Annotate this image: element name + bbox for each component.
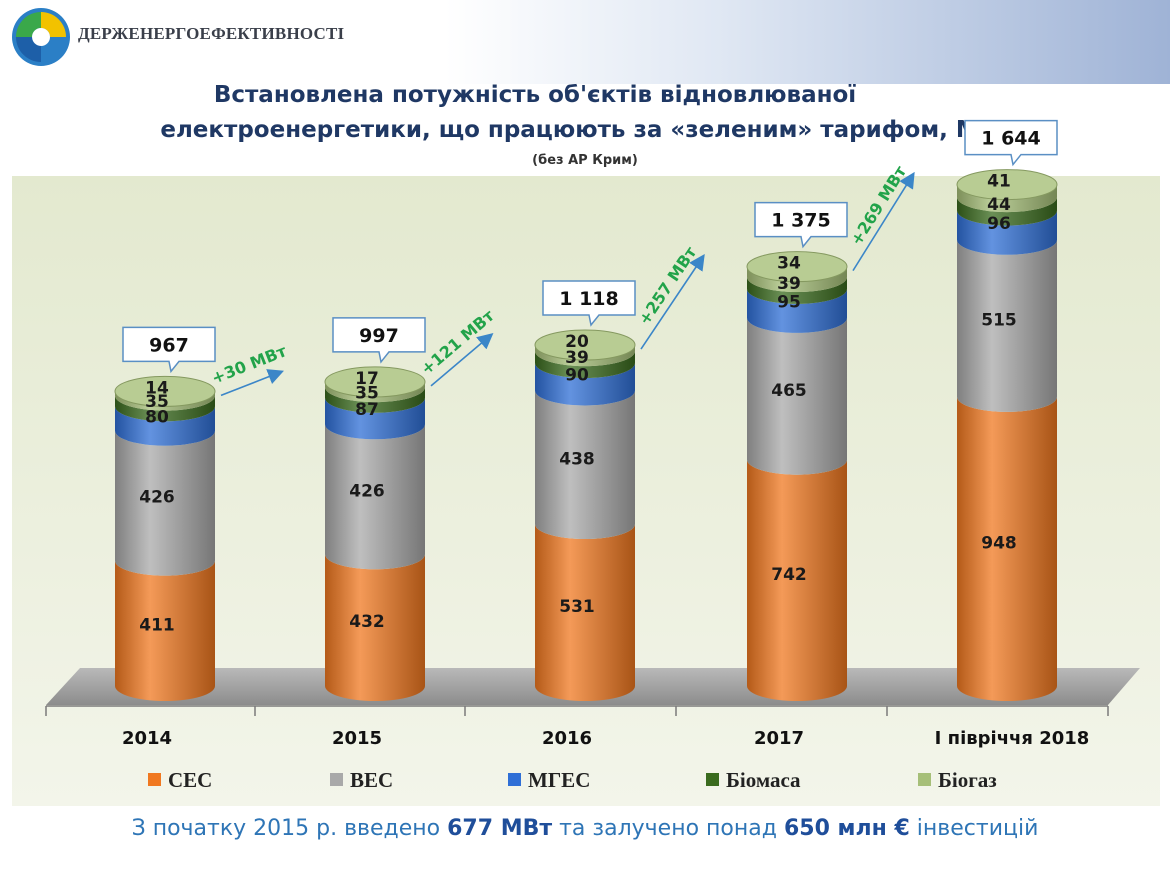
data-label: 35 bbox=[145, 392, 169, 412]
total-callout-2015 bbox=[332, 317, 426, 364]
increment-arrow bbox=[640, 253, 705, 350]
data-label: 465 bbox=[771, 381, 807, 401]
total-callout-2017 bbox=[754, 201, 848, 249]
data-label: 14 bbox=[145, 378, 169, 398]
bar-2014-СЕС bbox=[115, 560, 215, 701]
legend-swatch-Біогаз bbox=[918, 773, 931, 786]
data-label: 35 bbox=[355, 383, 379, 403]
data-label: 44 bbox=[987, 195, 1011, 215]
bar-2017-Біомаса bbox=[747, 276, 847, 304]
footer-text-1: З початку 2015 р. введено bbox=[131, 816, 448, 841]
bar-2014-МГЕС bbox=[115, 406, 215, 446]
bar-2016-Біогаз bbox=[535, 345, 635, 367]
bar-І півріччя 2018-МГЕС bbox=[957, 210, 1057, 255]
data-label: 742 bbox=[771, 565, 807, 585]
legend-swatch-МГЕС bbox=[508, 773, 521, 786]
total-callout-2016 bbox=[542, 280, 636, 327]
bar-2017-СЕС bbox=[747, 459, 847, 701]
increment-arrow bbox=[220, 369, 284, 397]
bar-top-cap-2017 bbox=[746, 251, 848, 283]
category-label: 2015 bbox=[332, 728, 382, 749]
bar-2015-ВЕС bbox=[325, 424, 425, 570]
footer-text-2: та залучено понад bbox=[552, 816, 784, 841]
bar-І півріччя 2018-Біогаз bbox=[957, 184, 1057, 213]
data-label: 39 bbox=[565, 348, 589, 368]
legend-swatch-СЕС bbox=[148, 773, 161, 786]
bar-2016-МГЕС bbox=[535, 363, 635, 406]
bar-2015-Біогаз bbox=[325, 381, 425, 403]
bar-2015-СЕС bbox=[325, 554, 425, 701]
bar-2014-Біогаз bbox=[115, 391, 215, 411]
data-label: 39 bbox=[777, 274, 801, 294]
footer-value-investment: 650 млн € bbox=[783, 816, 910, 841]
increment-arrow bbox=[430, 332, 494, 387]
bar-І півріччя 2018-СЕС bbox=[957, 396, 1057, 701]
data-label: 432 bbox=[349, 612, 385, 632]
total-label: 997 bbox=[359, 325, 399, 347]
total-label: 967 bbox=[149, 334, 189, 356]
data-label: 20 bbox=[565, 332, 589, 352]
increment-arrow bbox=[852, 171, 915, 272]
data-label: 531 bbox=[559, 597, 595, 617]
category-label: 2017 bbox=[754, 728, 804, 749]
category-label: 2014 bbox=[122, 728, 172, 749]
bar-top-cap-2015 bbox=[324, 366, 426, 398]
header-band bbox=[0, 0, 1170, 84]
legend-label: ВЕС bbox=[350, 768, 393, 792]
chart-subtitle: (без АР Крим) bbox=[532, 153, 638, 168]
legend-swatch-ВЕС bbox=[330, 773, 343, 786]
data-label: 948 bbox=[981, 533, 1017, 553]
data-label: 87 bbox=[355, 400, 379, 420]
data-label: 438 bbox=[559, 449, 595, 469]
bar-2017-Біогаз bbox=[747, 266, 847, 292]
category-label: 2016 bbox=[542, 728, 592, 749]
bar-2017-ВЕС bbox=[747, 317, 847, 475]
bar-2016-ВЕС bbox=[535, 390, 635, 540]
bar-2015-МГЕС bbox=[325, 397, 425, 440]
bar-2016-Біомаса bbox=[535, 351, 635, 379]
bar-2017-МГЕС bbox=[747, 288, 847, 333]
data-label: 426 bbox=[139, 488, 175, 508]
total-callout-І півріччя 2018 bbox=[964, 119, 1058, 167]
bar-2016-СЕС bbox=[535, 524, 635, 701]
total-label: 1 118 bbox=[559, 288, 619, 310]
legend-swatch-Біомаса bbox=[706, 773, 719, 786]
data-label: 96 bbox=[987, 214, 1011, 234]
data-label: 95 bbox=[777, 292, 801, 312]
bar-2014-Біомаса bbox=[115, 395, 215, 422]
data-label: 90 bbox=[565, 366, 589, 386]
legend-label: Біомаса bbox=[726, 768, 801, 792]
bar-top-cap-І півріччя 2018 bbox=[956, 169, 1058, 201]
bar-І півріччя 2018-ВЕС bbox=[957, 239, 1057, 412]
legend-label: СЕС bbox=[168, 768, 212, 792]
chart-title-line-2: електроенергетики, що працюють за «зелен… bbox=[160, 117, 1010, 143]
footer-text-3: інвестицій bbox=[909, 816, 1039, 841]
category-label: І півріччя 2018 bbox=[935, 728, 1090, 749]
total-label: 1 375 bbox=[771, 210, 831, 232]
data-label: 426 bbox=[349, 481, 385, 501]
footer-summary: З початку 2015 р. введено 677 МВт та зал… bbox=[0, 816, 1170, 841]
chart-title-line-1: Встановлена потужність об'єктів відновлю… bbox=[213, 82, 857, 108]
legend-label: Біогаз bbox=[938, 768, 997, 792]
bar-І півріччя 2018-Біомаса bbox=[957, 197, 1057, 226]
total-label: 1 644 bbox=[981, 128, 1041, 150]
data-label: 411 bbox=[139, 615, 175, 635]
data-label: 80 bbox=[145, 408, 169, 428]
bar-top-cap-2016 bbox=[534, 329, 636, 361]
data-label: 515 bbox=[981, 310, 1017, 330]
data-label: 17 bbox=[355, 369, 379, 389]
bar-top-cap-2014 bbox=[114, 375, 216, 407]
agency-logo bbox=[12, 8, 70, 66]
data-label: 41 bbox=[987, 172, 1011, 192]
agency-name: ДЕРЖЕНЕРГОЕФЕКТИВНОСТІ bbox=[78, 24, 345, 43]
footer-value-capacity: 677 МВт bbox=[447, 816, 553, 841]
data-label: 34 bbox=[777, 254, 801, 274]
legend-label: МГЕС bbox=[528, 768, 590, 792]
chart: 4114268035144324268735175314389039207424… bbox=[12, 119, 1160, 806]
bar-2014-ВЕС bbox=[115, 430, 215, 576]
total-callout-2014 bbox=[122, 326, 216, 374]
bar-2015-Біомаса bbox=[325, 387, 425, 413]
